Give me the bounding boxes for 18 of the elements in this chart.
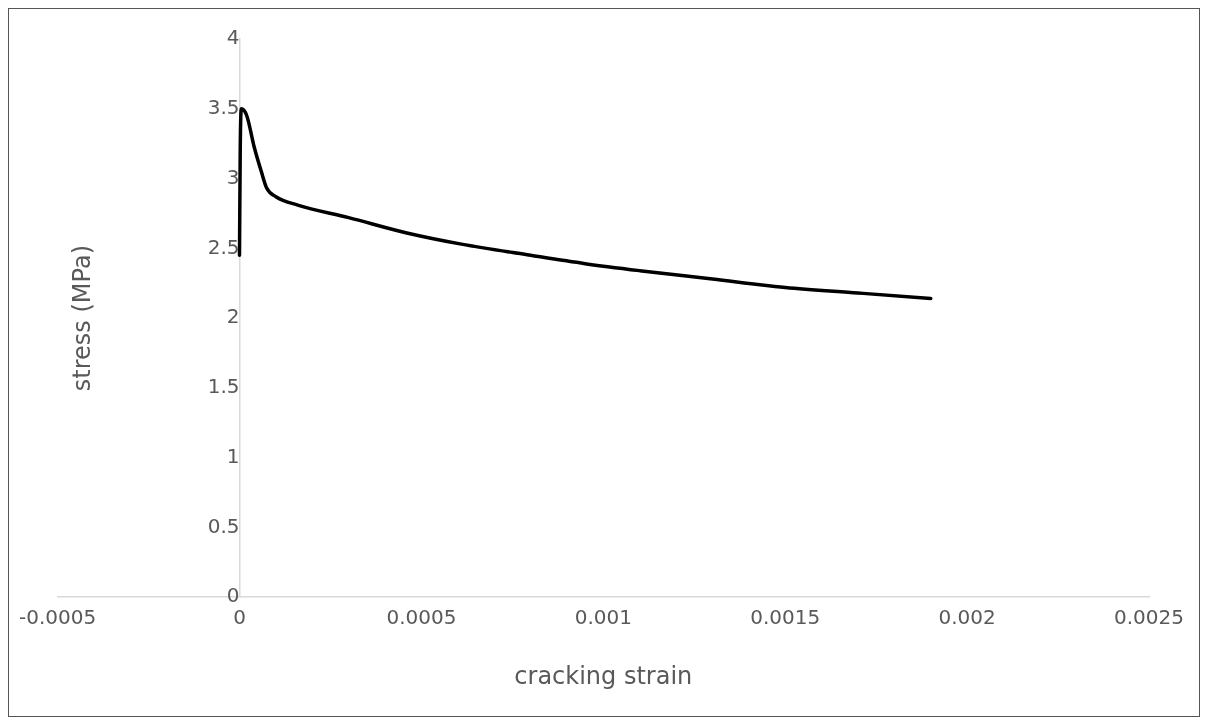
y-tick-label: 1.5 [207, 374, 240, 399]
y-tick-label: 0.5 [207, 513, 240, 538]
y-tick-label: 0 [226, 583, 240, 608]
y-tick-label: 2 [226, 304, 240, 329]
x-tick-label: 0.001 [574, 605, 632, 630]
x-tick-label: -0.0005 [19, 605, 97, 630]
x-tick-label: 0.0015 [750, 605, 821, 630]
y-tick-label: 4 [226, 25, 240, 50]
line-series [237, 107, 933, 301]
x-axis-title: cracking strain [514, 661, 693, 690]
y-tick-label: 2.5 [207, 234, 240, 259]
y-tick-label: 1 [226, 443, 240, 468]
y-axis-title: stress (MPa) [68, 245, 97, 392]
x-tick-label: 0.0025 [1114, 605, 1184, 630]
y-tick-label: 3 [226, 164, 240, 189]
x-tick-label: 0.002 [938, 605, 996, 630]
y-tick-label: 3.5 [207, 94, 240, 119]
x-tick-label: 0.0005 [386, 605, 457, 630]
